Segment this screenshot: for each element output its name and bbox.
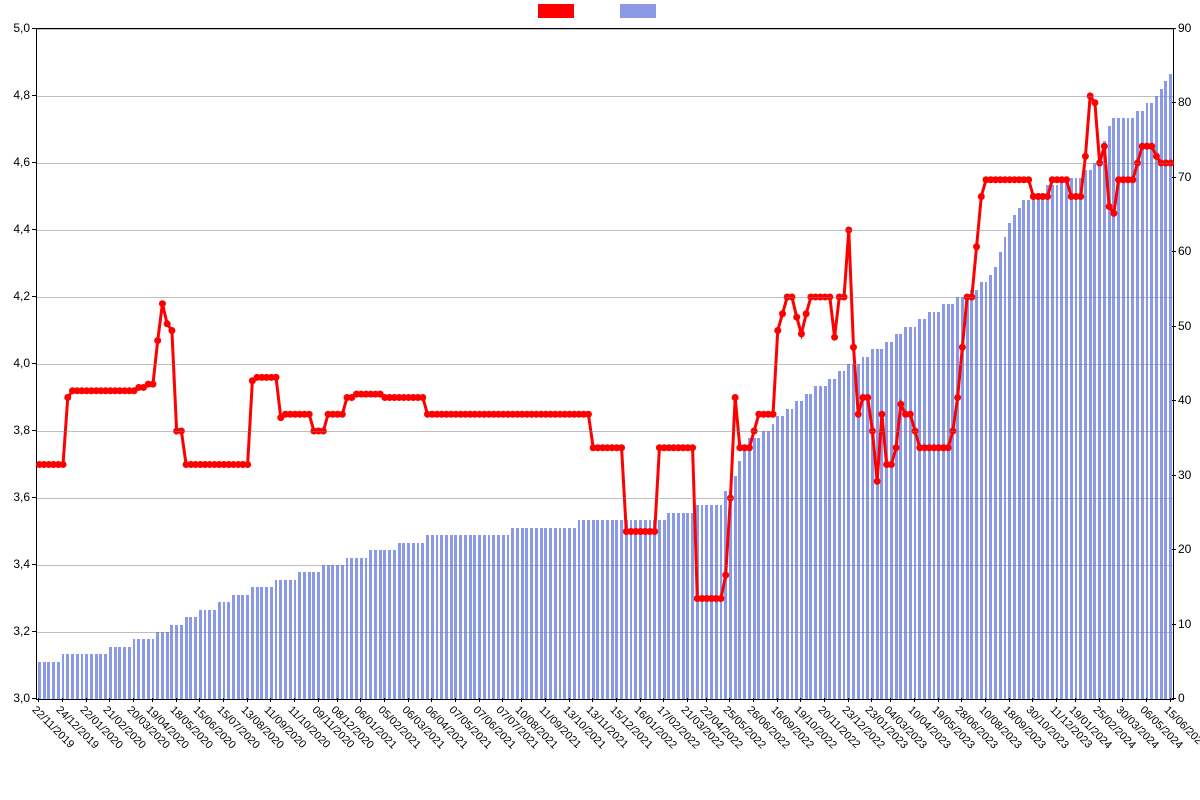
line-marker	[618, 444, 625, 451]
line-marker	[770, 411, 777, 418]
line-marker	[954, 394, 961, 401]
line-marker	[1110, 210, 1117, 217]
legend-swatch-line	[538, 4, 574, 18]
line-marker	[60, 461, 67, 468]
line-marker	[774, 327, 781, 334]
line-marker	[907, 411, 914, 418]
line-marker	[154, 337, 161, 344]
line-marker	[1082, 153, 1089, 160]
y-left-tick-label: 5,0	[0, 21, 30, 35]
legend-item-line	[538, 4, 580, 18]
y-right-tick-label: 60	[1178, 244, 1191, 258]
line-marker	[746, 444, 753, 451]
y-left-tick-label: 3,0	[0, 691, 30, 705]
line-marker	[273, 374, 280, 381]
line-marker	[888, 461, 895, 468]
line-marker	[159, 300, 166, 307]
line-marker	[978, 193, 985, 200]
line-marker	[585, 411, 592, 418]
line-marker	[1025, 176, 1032, 183]
legend	[538, 4, 662, 18]
line-marker	[1106, 203, 1113, 210]
line-marker	[897, 401, 904, 408]
line-marker	[149, 381, 156, 388]
y-left-tick-label: 4,6	[0, 155, 30, 169]
plot-area	[36, 28, 1174, 700]
y-right-tick-label: 70	[1178, 170, 1191, 184]
line-marker	[339, 411, 346, 418]
line-marker	[878, 411, 885, 418]
line-series	[39, 96, 1170, 599]
y-right-tick-label: 90	[1178, 21, 1191, 35]
line-marker	[874, 478, 881, 485]
chart-container: 3,0 3,2 3,4 3,6 3,8 4,0 4,2 4,4 4,6 4,8 5,0 0 10 20 3…	[0, 0, 1200, 800]
line-marker	[689, 444, 696, 451]
y-right-tick-label: 40	[1178, 393, 1191, 407]
line-marker	[893, 444, 900, 451]
line-marker	[306, 411, 313, 418]
line-marker	[1063, 176, 1070, 183]
line-marker	[168, 327, 175, 334]
y-right-tick-label: 10	[1178, 617, 1191, 631]
line-marker	[1129, 176, 1136, 183]
line-marker	[1101, 143, 1108, 150]
line-marker	[798, 330, 805, 337]
y-right-tick-label: 80	[1178, 95, 1191, 109]
y-right-tick-label: 30	[1178, 468, 1191, 482]
line-marker	[419, 394, 426, 401]
line-marker	[1148, 143, 1155, 150]
line-marker	[1153, 153, 1160, 160]
line-marker	[831, 334, 838, 341]
line-marker	[722, 572, 729, 579]
line-marker	[855, 411, 862, 418]
y-left-tick-label: 3,4	[0, 557, 30, 571]
y-right-tick-label: 20	[1178, 542, 1191, 556]
line-marker	[244, 461, 251, 468]
line-marker	[732, 394, 739, 401]
line-marker	[850, 344, 857, 351]
line-marker	[1044, 193, 1051, 200]
y-left-tick-label: 3,6	[0, 490, 30, 504]
line-marker	[945, 444, 952, 451]
line-marker	[164, 320, 171, 327]
line-marker	[864, 394, 871, 401]
y-right-tick-label: 0	[1178, 691, 1185, 705]
line-marker	[779, 310, 786, 317]
line-marker	[1091, 99, 1098, 106]
y-left-tick-label: 3,2	[0, 624, 30, 638]
y-left-tick-label: 4,0	[0, 356, 30, 370]
legend-item-bar	[620, 4, 662, 18]
line-marker	[803, 310, 810, 317]
legend-swatch-bar	[620, 4, 656, 18]
line-marker	[959, 344, 966, 351]
y-left-tick-label: 4,2	[0, 289, 30, 303]
y-left-tick-label: 4,4	[0, 222, 30, 236]
line-marker	[973, 243, 980, 250]
line-marker	[1077, 193, 1084, 200]
line-marker	[717, 595, 724, 602]
y-left-tick-label: 4,8	[0, 88, 30, 102]
line-marker	[651, 528, 658, 535]
line-marker	[64, 394, 71, 401]
y-left-tick-label: 3,8	[0, 423, 30, 437]
y-right-tick-label: 50	[1178, 319, 1191, 333]
line-marker	[793, 314, 800, 321]
